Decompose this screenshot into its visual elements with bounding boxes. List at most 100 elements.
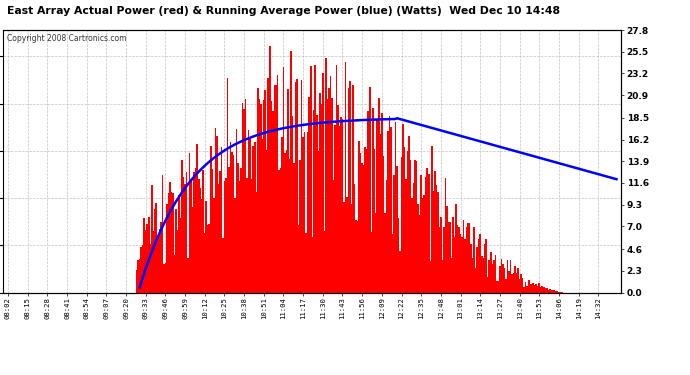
Bar	[526, 286, 528, 292]
Bar	[316, 115, 317, 292]
Bar	[345, 62, 346, 292]
Bar	[139, 259, 141, 292]
Bar	[362, 163, 363, 292]
Bar	[482, 258, 484, 292]
Bar	[281, 137, 283, 292]
Bar	[349, 81, 351, 292]
Bar	[241, 103, 244, 292]
Bar	[373, 149, 375, 292]
Bar	[369, 87, 371, 292]
Bar	[284, 153, 286, 292]
Bar	[433, 191, 434, 292]
Bar	[277, 75, 278, 292]
Bar	[290, 51, 292, 292]
Bar	[339, 126, 340, 292]
Bar	[239, 181, 240, 292]
Bar	[551, 291, 552, 292]
Bar	[393, 175, 395, 292]
Bar	[298, 225, 299, 292]
Bar	[146, 224, 148, 292]
Bar	[475, 268, 477, 292]
Bar	[411, 198, 413, 292]
Bar	[201, 199, 203, 292]
Bar	[525, 282, 526, 292]
Bar	[538, 283, 540, 292]
Bar	[257, 88, 259, 292]
Bar	[358, 141, 360, 292]
Bar	[189, 153, 190, 292]
Bar	[226, 78, 228, 292]
Bar	[455, 204, 457, 292]
Bar	[187, 258, 189, 292]
Bar	[499, 266, 501, 292]
Bar	[301, 80, 302, 292]
Bar	[208, 224, 210, 292]
Bar	[320, 104, 322, 292]
Bar	[467, 223, 469, 292]
Bar	[259, 99, 260, 292]
Bar	[244, 109, 245, 292]
Bar	[544, 288, 546, 292]
Bar	[184, 184, 186, 292]
Bar	[388, 116, 391, 292]
Bar	[382, 156, 384, 292]
Bar	[204, 233, 206, 292]
Bar	[508, 271, 510, 292]
Bar	[228, 168, 230, 292]
Bar	[315, 64, 316, 292]
Bar	[212, 169, 213, 292]
Bar	[175, 209, 177, 292]
Bar	[495, 255, 496, 292]
Bar	[511, 274, 513, 292]
Bar	[493, 260, 495, 292]
Bar	[528, 280, 529, 292]
Bar	[384, 213, 386, 292]
Bar	[161, 174, 164, 292]
Bar	[426, 168, 428, 292]
Bar	[513, 273, 514, 292]
Bar	[481, 256, 482, 292]
Bar	[434, 171, 435, 292]
Bar	[553, 290, 555, 292]
Bar	[413, 183, 415, 292]
Bar	[255, 192, 257, 292]
Bar	[408, 136, 410, 292]
Bar	[295, 82, 297, 292]
Bar	[518, 268, 519, 292]
Bar	[335, 64, 337, 292]
Bar	[326, 99, 328, 292]
Bar	[442, 261, 443, 292]
Bar	[179, 218, 181, 292]
Bar	[417, 204, 419, 292]
Bar	[490, 252, 492, 292]
Bar	[319, 93, 321, 292]
Bar	[547, 290, 549, 292]
Bar	[174, 255, 175, 292]
Bar	[136, 270, 137, 292]
Bar	[351, 204, 353, 292]
Bar	[213, 198, 215, 292]
Bar	[287, 88, 289, 292]
Bar	[552, 290, 553, 292]
Bar	[273, 85, 275, 292]
Bar	[386, 180, 387, 292]
Bar	[422, 198, 424, 292]
Bar	[458, 226, 460, 292]
Text: Copyright 2008 Cartronics.com: Copyright 2008 Cartronics.com	[6, 34, 126, 43]
Bar	[444, 178, 446, 292]
Bar	[367, 111, 369, 292]
Bar	[380, 134, 381, 292]
Bar	[148, 217, 150, 292]
Bar	[348, 88, 349, 292]
Bar	[210, 146, 212, 292]
Bar	[199, 188, 201, 292]
Bar	[157, 237, 159, 292]
Bar	[299, 160, 301, 292]
Bar	[279, 168, 282, 292]
Bar	[377, 119, 378, 292]
Bar	[165, 263, 166, 292]
Bar	[489, 260, 490, 292]
Bar	[160, 222, 161, 292]
Bar	[307, 132, 308, 292]
Bar	[461, 237, 463, 292]
